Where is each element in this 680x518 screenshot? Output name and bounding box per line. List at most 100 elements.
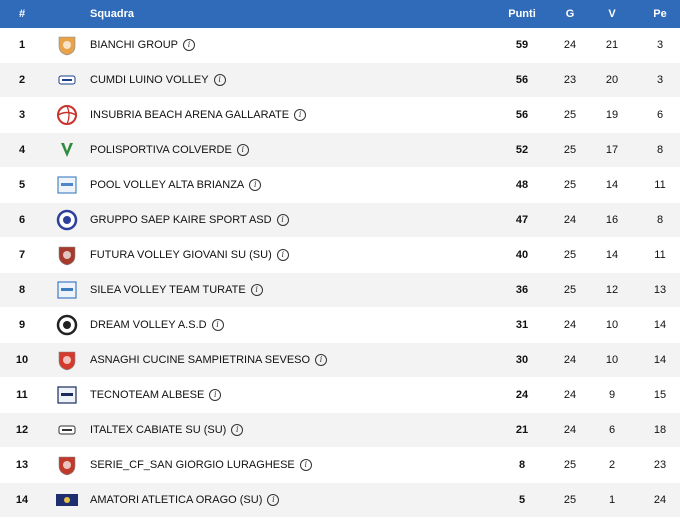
team-name[interactable]: GRUPPO SAEP KAIRE SPORT ASD (90, 214, 272, 226)
info-icon[interactable]: i (213, 74, 226, 86)
row-games: 25 (563, 179, 577, 191)
team-cell[interactable]: AMATORI ATLETICA ORAGO (SU) i (90, 494, 488, 506)
info-icon[interactable]: i (209, 389, 222, 401)
team-name[interactable]: POLISPORTIVA COLVERDE (90, 144, 232, 156)
team-logo (44, 174, 90, 196)
row-position: 8 (18, 284, 26, 296)
info-icon[interactable]: i (231, 424, 244, 436)
row-games: 25 (563, 249, 577, 261)
table-row[interactable]: 13 SERIE_CF_SAN GIORGIO LURAGHESE i 8 25… (0, 448, 680, 483)
team-cell[interactable]: INSUBRIA BEACH ARENA GALLARATE i (90, 109, 488, 121)
row-losses: 24 (653, 494, 667, 506)
header-losses: Pe (653, 8, 667, 20)
team-logo (44, 244, 90, 266)
row-points: 56 (515, 109, 529, 121)
table-row[interactable]: 8 SILEA VOLLEY TEAM TURATE i 36 25 12 13 (0, 273, 680, 308)
table-row[interactable]: 3 INSUBRIA BEACH ARENA GALLARATE i 56 25… (0, 98, 680, 133)
team-cell[interactable]: TECNOTEAM ALBESE i (90, 389, 488, 401)
team-name[interactable]: FUTURA VOLLEY GIOVANI SU (SU) (90, 249, 272, 261)
team-cell[interactable]: CUMDI LUINO VOLLEY i (90, 74, 488, 86)
row-losses: 8 (656, 214, 664, 226)
table-row[interactable]: 6 GRUPPO SAEP KAIRE SPORT ASD i 47 24 16… (0, 203, 680, 238)
team-name[interactable]: INSUBRIA BEACH ARENA GALLARATE (90, 109, 290, 121)
row-position: 14 (15, 494, 29, 506)
team-name[interactable]: CUMDI LUINO VOLLEY (90, 74, 209, 86)
row-position: 10 (15, 354, 29, 366)
team-logo (44, 489, 90, 511)
team-cell[interactable]: SERIE_CF_SAN GIORGIO LURAGHESE i (90, 459, 488, 471)
info-icon[interactable]: i (299, 459, 312, 471)
table-row[interactable]: 4 POLISPORTIVA COLVERDE i 52 25 17 8 (0, 133, 680, 168)
row-wins: 12 (605, 284, 619, 296)
header-wins: V (608, 8, 616, 20)
team-cell[interactable]: SILEA VOLLEY TEAM TURATE i (90, 284, 488, 296)
table-row[interactable]: 2 CUMDI LUINO VOLLEY i 56 23 20 3 (0, 63, 680, 98)
row-points: 40 (515, 249, 529, 261)
team-cell[interactable]: POLISPORTIVA COLVERDE i (90, 144, 488, 156)
team-cell[interactable]: POOL VOLLEY ALTA BRIANZA i (90, 179, 488, 191)
table-row[interactable]: 7 FUTURA VOLLEY GIOVANI SU (SU) i 40 25 … (0, 238, 680, 273)
team-logo (44, 69, 90, 91)
row-points: 30 (515, 354, 529, 366)
team-logo (44, 454, 90, 476)
info-icon[interactable]: i (183, 39, 196, 51)
team-name[interactable]: TECNOTEAM ALBESE (90, 389, 205, 401)
row-position: 4 (18, 144, 26, 156)
info-icon[interactable]: i (276, 249, 289, 261)
table-body: 1 BIANCHI GROUP i 59 24 21 3 2 CUMDI LUI… (0, 28, 680, 518)
row-wins: 10 (605, 354, 619, 366)
table-row[interactable]: 5 POOL VOLLEY ALTA BRIANZA i 48 25 14 11 (0, 168, 680, 203)
table-row[interactable]: 12 ITALTEX CABIATE SU (SU) i 21 24 6 18 (0, 413, 680, 448)
row-points: 5 (518, 494, 526, 506)
row-losses: 23 (653, 459, 667, 471)
info-icon[interactable]: i (315, 354, 328, 366)
table-row[interactable]: 1 BIANCHI GROUP i 59 24 21 3 (0, 28, 680, 63)
row-wins: 16 (605, 214, 619, 226)
header-points: Punti (508, 8, 536, 20)
team-cell[interactable]: ITALTEX CABIATE SU (SU) i (90, 424, 488, 436)
team-name[interactable]: POOL VOLLEY ALTA BRIANZA (90, 179, 245, 191)
team-name[interactable]: SILEA VOLLEY TEAM TURATE (90, 284, 246, 296)
team-name[interactable]: ASNAGHI CUCINE SAMPIETRINA SEVESO (90, 354, 311, 366)
team-name[interactable]: DREAM VOLLEY A.S.D (90, 319, 207, 331)
table-header: # Squadra Punti G V Pe (0, 0, 680, 28)
team-cell[interactable]: GRUPPO SAEP KAIRE SPORT ASD i (90, 214, 488, 226)
team-logo (44, 419, 90, 441)
table-row[interactable]: 9 DREAM VOLLEY A.S.D i 31 24 10 14 (0, 308, 680, 343)
team-cell[interactable]: DREAM VOLLEY A.S.D i (90, 319, 488, 331)
row-losses: 15 (653, 389, 667, 401)
team-name[interactable]: SERIE_CF_SAN GIORGIO LURAGHESE (90, 459, 295, 471)
info-icon[interactable]: i (294, 109, 307, 121)
row-wins: 14 (605, 179, 619, 191)
row-points: 21 (515, 424, 529, 436)
info-icon[interactable]: i (276, 214, 289, 226)
table-row[interactable]: 14 AMATORI ATLETICA ORAGO (SU) i 5 25 1 … (0, 483, 680, 518)
team-name[interactable]: AMATORI ATLETICA ORAGO (SU) (90, 494, 263, 506)
row-losses: 14 (653, 319, 667, 331)
row-wins: 21 (605, 39, 619, 51)
row-position: 6 (18, 214, 26, 226)
header-games: G (565, 8, 575, 20)
row-position: 7 (18, 249, 26, 261)
row-losses: 14 (653, 354, 667, 366)
team-cell[interactable]: BIANCHI GROUP i (90, 39, 488, 51)
info-icon[interactable]: i (249, 179, 262, 191)
row-losses: 6 (656, 109, 664, 121)
info-icon[interactable]: i (211, 319, 224, 331)
row-losses: 8 (656, 144, 664, 156)
row-games: 25 (563, 284, 577, 296)
row-games: 24 (563, 214, 577, 226)
team-name[interactable]: ITALTEX CABIATE SU (SU) (90, 424, 227, 436)
info-icon[interactable]: i (236, 144, 249, 156)
team-logo (44, 314, 90, 336)
team-cell[interactable]: ASNAGHI CUCINE SAMPIETRINA SEVESO i (90, 354, 488, 366)
table-row[interactable]: 11 TECNOTEAM ALBESE i 24 24 9 15 (0, 378, 680, 413)
table-row[interactable]: 10 ASNAGHI CUCINE SAMPIETRINA SEVESO i 3… (0, 343, 680, 378)
team-cell[interactable]: FUTURA VOLLEY GIOVANI SU (SU) i (90, 249, 488, 261)
row-points: 52 (515, 144, 529, 156)
row-games: 24 (563, 354, 577, 366)
row-position: 5 (18, 179, 26, 191)
info-icon[interactable]: i (250, 284, 263, 296)
info-icon[interactable]: i (267, 494, 280, 506)
team-name[interactable]: BIANCHI GROUP (90, 39, 179, 51)
